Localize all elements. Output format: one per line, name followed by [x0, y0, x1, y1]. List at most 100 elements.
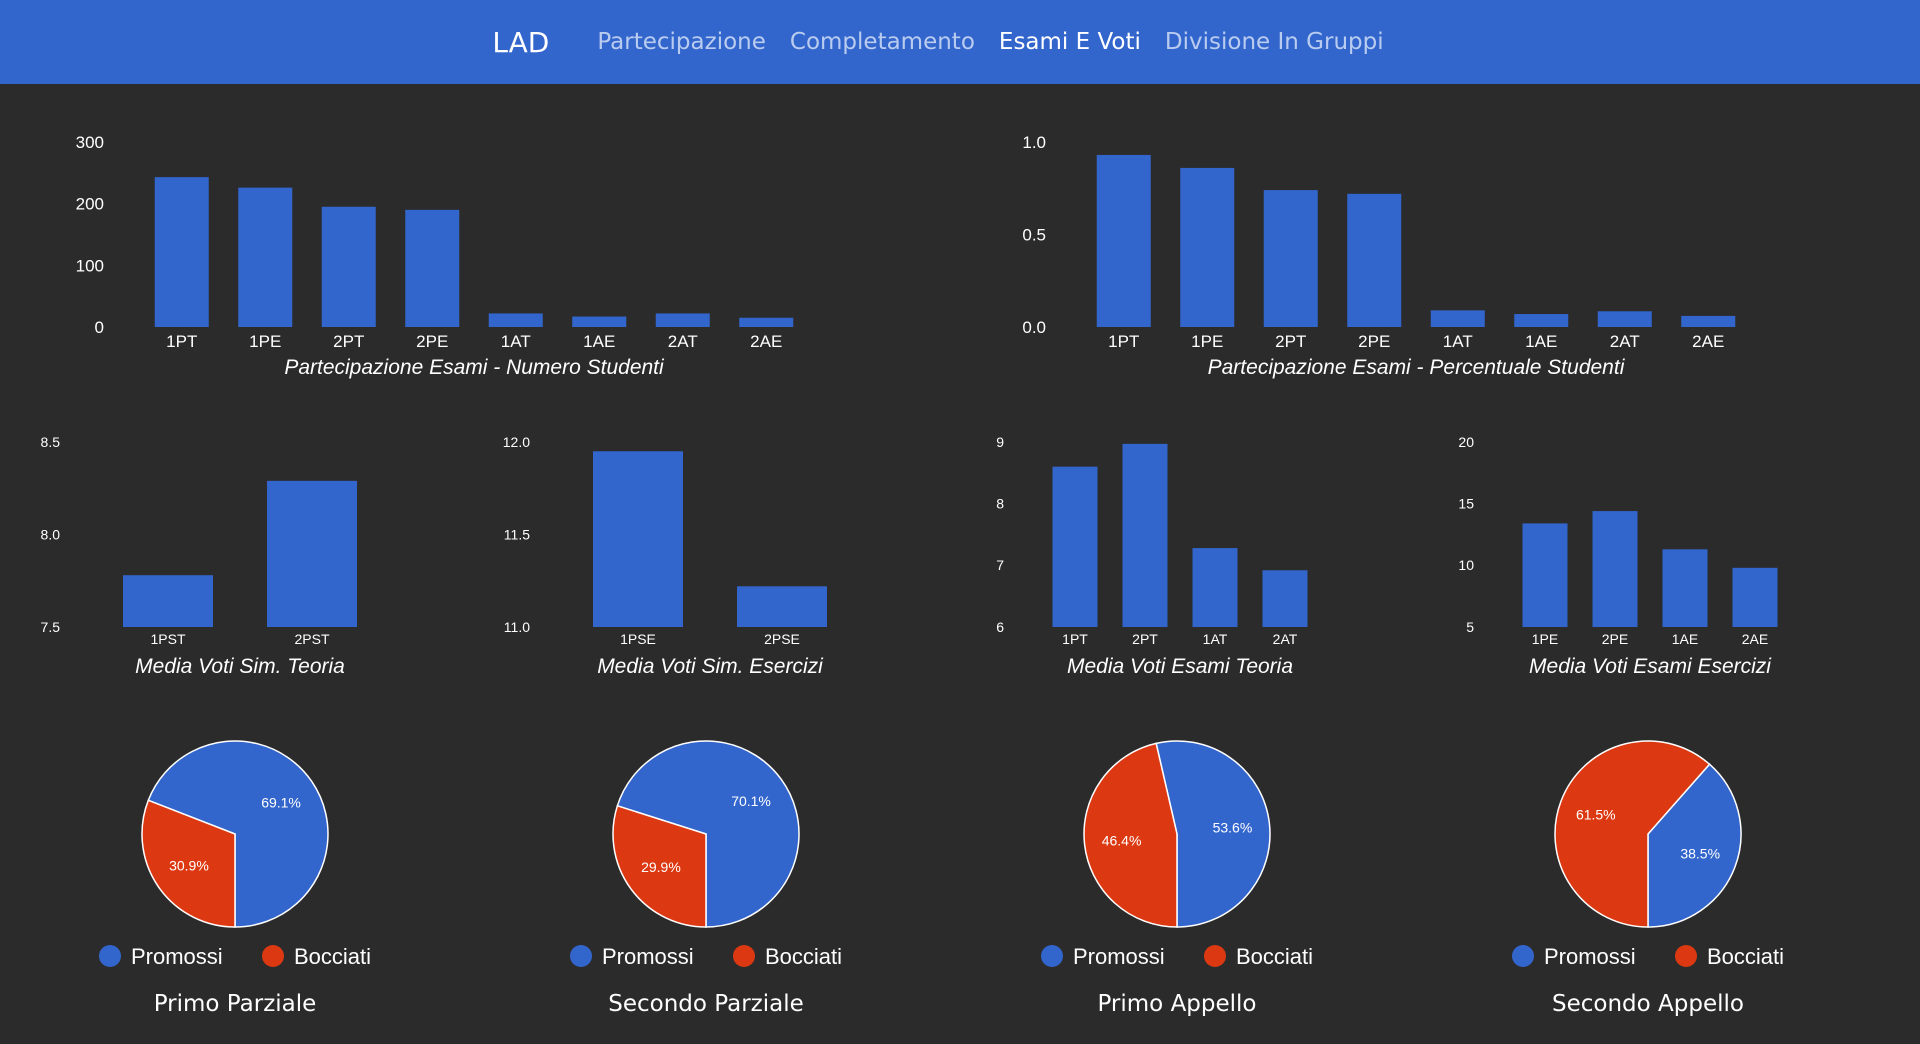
bar-chart-media-esami-teoria: 6 7 8 9 1PT 2PT 1AT 2AT Media Voti Esami Teoria — [996, 434, 1308, 678]
pie-slice-promossi[interactable] — [147, 740, 329, 928]
bar-2pst[interactable] — [267, 480, 357, 627]
x-tick-label: 1PT — [1062, 631, 1088, 647]
pie-chart-title: Primo Parziale — [154, 991, 317, 1017]
nav-link-partecipazione[interactable]: Partecipazione — [597, 29, 766, 55]
legend-bocciati[interactable]: Bocciati — [1204, 944, 1313, 969]
y-tick-label: 1.0 — [1022, 133, 1046, 152]
x-tick-label: 1PT — [1108, 332, 1139, 351]
legend-bocciati[interactable]: Bocciati — [262, 944, 371, 969]
brand-logo-link[interactable]: LAD — [492, 25, 550, 59]
slice-value-label: 30.9% — [169, 858, 209, 874]
bar-1pe[interactable] — [1522, 523, 1568, 627]
y-tick-label: 5 — [1466, 619, 1474, 635]
x-tick-label: 2PE — [1358, 332, 1390, 351]
bar-2ae[interactable] — [1681, 315, 1736, 327]
bar-1pe[interactable] — [238, 187, 293, 327]
pie-chart-primo-parziale: 69.1% 30.9% Promossi Bocciati Primo Parziale — [99, 740, 371, 1017]
bar-2pt[interactable] — [1263, 190, 1318, 327]
legend-label: Promossi — [131, 944, 223, 969]
legend-promossi[interactable]: Promossi — [570, 944, 694, 969]
y-tick-label: 9 — [996, 434, 1004, 450]
bar-2pe[interactable] — [1347, 193, 1402, 327]
bar-2at[interactable] — [655, 313, 710, 327]
y-tick-label: 8.5 — [41, 434, 61, 450]
pie-slice-bocciati[interactable] — [1554, 740, 1711, 928]
y-tick-label: 100 — [76, 256, 104, 275]
legend-promossi[interactable]: Promossi — [99, 944, 223, 969]
x-tick-label: 2PE — [1602, 631, 1628, 647]
bar-chart-media-sim-esercizi: 11.0 11.5 12.0 1PSE 2PSE Media Voti Sim. Eser… — [503, 434, 827, 678]
nav-link-divisione-in-gruppi[interactable]: Divisione In Gruppi — [1164, 29, 1384, 55]
pie-chart-title: Secondo Parziale — [608, 991, 804, 1017]
slice-value-label: 69.1% — [261, 794, 301, 810]
x-tick-label: 1AT — [501, 332, 531, 351]
x-tick-label: 1PE — [1532, 631, 1558, 647]
y-tick-label: 11.0 — [504, 619, 530, 635]
x-tick-label: 1AT — [1203, 631, 1228, 647]
bar-1pt[interactable] — [1052, 466, 1098, 627]
chart-title: Partecipazione Esami - Numero Studenti — [284, 356, 665, 379]
x-tick-label: 1AE — [583, 332, 615, 351]
bar-2pse[interactable] — [737, 586, 827, 627]
legend-label: Bocciati — [1236, 944, 1313, 969]
nav-link-esami-e-voti[interactable]: Esami E Voti — [998, 29, 1141, 55]
x-tick-label: 2AT — [1610, 332, 1640, 351]
legend-bocciati[interactable]: Bocciati — [733, 944, 842, 969]
legend-label: Bocciati — [1707, 944, 1784, 969]
bar-1pt[interactable] — [1096, 154, 1151, 327]
x-tick-label: 2AT — [668, 332, 698, 351]
y-tick-label: 8 — [996, 496, 1004, 512]
bar-1at[interactable] — [1430, 310, 1485, 327]
bar-2pt[interactable] — [1122, 443, 1168, 627]
bar-2pe[interactable] — [1592, 511, 1638, 627]
legend-label: Promossi — [1073, 944, 1165, 969]
legend-bocciati[interactable]: Bocciati — [1675, 944, 1784, 969]
bar-1pt[interactable] — [154, 177, 209, 327]
x-tick-label: 2PSE — [764, 631, 800, 647]
bar-2pt[interactable] — [321, 206, 376, 327]
chart-title: Media Voti Sim. Teoria — [135, 655, 345, 678]
x-tick-label: 1PE — [249, 332, 281, 351]
bar-2at[interactable] — [1597, 311, 1652, 327]
y-tick-label: 11.5 — [504, 526, 530, 542]
x-tick-label: 2PST — [294, 631, 329, 647]
bar-1pe[interactable] — [1180, 167, 1235, 327]
pie-slice-promossi[interactable] — [616, 740, 800, 928]
bar-1ae[interactable] — [1514, 314, 1569, 327]
legend-dot-icon — [1512, 945, 1534, 967]
pie-chart-primo-appello: 53.6% 46.4% Promossi Bocciati Primo Appello — [1041, 740, 1313, 1017]
bar-chart-partecipazione-percentuale: 0.0 0.5 1.0 1PT 1PE 2PT 2PE 1AT 1AE 2AT 2AE Parteci… — [1022, 133, 1736, 379]
x-tick-label: 1PSE — [620, 631, 656, 647]
legend-promossi[interactable]: Promossi — [1041, 944, 1165, 969]
slice-value-label: 61.5% — [1576, 806, 1616, 822]
x-tick-label: 1PST — [150, 631, 185, 647]
legend-label: Bocciati — [294, 944, 371, 969]
pie-slice-promossi[interactable] — [1155, 740, 1271, 928]
x-tick-label: 2PT — [1132, 631, 1158, 647]
bar-1ae[interactable] — [572, 316, 627, 327]
bar-1ae[interactable] — [1662, 549, 1708, 627]
bar-1at[interactable] — [488, 313, 543, 327]
bar-1pst[interactable] — [123, 575, 213, 627]
legend-dot-icon — [262, 945, 284, 967]
bar-2ae[interactable] — [1732, 567, 1778, 627]
nav-link-completamento[interactable]: Completamento — [789, 29, 975, 55]
y-tick-label: 7 — [996, 557, 1004, 573]
x-tick-label: 1AE — [1525, 332, 1557, 351]
bar-2at[interactable] — [1262, 570, 1308, 627]
pie-slice-bocciati[interactable] — [1083, 742, 1178, 928]
bar-chart-media-sim-teoria: 7.5 8.0 8.5 1PST 2PST Media Voti Sim. Teoria — [41, 434, 357, 678]
navbar-menu: LAD Partecipazione Completamento Esami E… — [0, 0, 1920, 84]
pie-slice-bocciati[interactable] — [141, 799, 236, 928]
pie-slice-promossi[interactable] — [1647, 763, 1742, 928]
top-navbar: LAD Partecipazione Completamento Esami E… — [0, 0, 1920, 84]
bar-2pe[interactable] — [405, 209, 460, 327]
bar-2ae[interactable] — [739, 317, 794, 327]
bar-1at[interactable] — [1192, 548, 1238, 627]
legend-promossi[interactable]: Promossi — [1512, 944, 1636, 969]
bar-1pse[interactable] — [593, 451, 683, 627]
chart-title: Media Voti Sim. Esercizi — [597, 655, 824, 678]
pie-slice-bocciati[interactable] — [612, 804, 707, 928]
x-tick-label: 2AT — [1273, 631, 1298, 647]
